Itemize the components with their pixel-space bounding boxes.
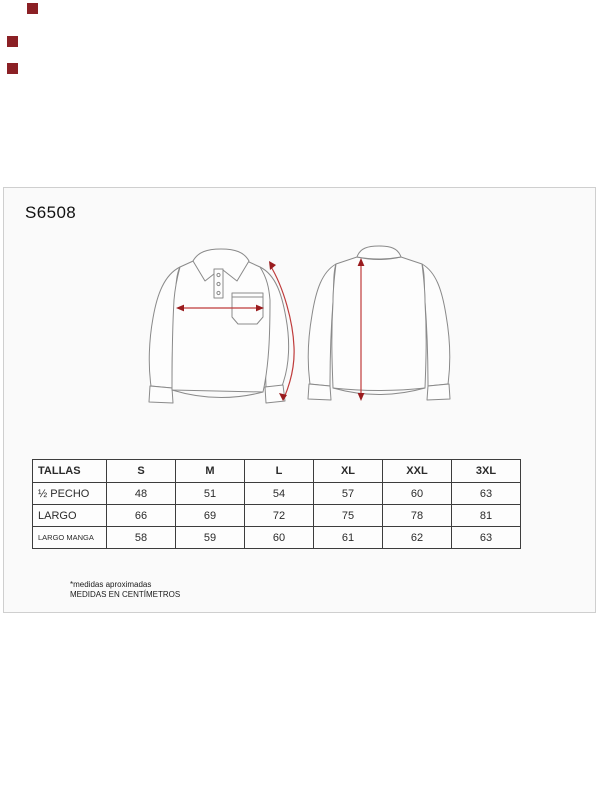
measurements-footnote: *medidas aproximadas MEDIDAS EN CENTÍMET… xyxy=(70,580,180,600)
size-value: 63 xyxy=(451,482,521,505)
size-value: 61 xyxy=(313,526,383,549)
header-size-xxl: XXL xyxy=(382,459,452,483)
product-code-title: S6508 xyxy=(25,203,77,222)
corner-marker-square xyxy=(27,3,38,14)
header-size-l: L xyxy=(244,459,314,483)
size-value: 66 xyxy=(106,504,176,527)
cuff xyxy=(426,383,451,401)
collar xyxy=(192,248,250,282)
button xyxy=(216,290,221,296)
table-row-length: LARGO 66 69 72 75 78 81 xyxy=(32,504,521,527)
cuff xyxy=(307,383,332,401)
size-value: 78 xyxy=(382,504,452,527)
size-value: 81 xyxy=(451,504,521,527)
corner-marker-square xyxy=(7,36,18,47)
size-value: 51 xyxy=(175,482,245,505)
footnote-line-units: MEDIDAS EN CENTÍMETROS xyxy=(70,590,181,599)
size-value: 54 xyxy=(244,482,314,505)
corner-marker-square xyxy=(7,63,18,74)
button xyxy=(216,281,221,287)
header-tallas: TALLAS xyxy=(32,459,107,483)
measurement-arrows xyxy=(176,258,365,401)
table-row-sleeve-length: LARGO MANGA 58 59 60 61 62 63 xyxy=(32,526,521,549)
sleeve-length-arrow xyxy=(269,264,295,399)
header-size-xl: XL xyxy=(313,459,383,483)
size-value: 60 xyxy=(382,482,452,505)
cuff xyxy=(148,385,174,404)
size-value: 62 xyxy=(382,526,452,549)
header-size-s: S xyxy=(106,459,176,483)
size-value: 48 xyxy=(106,482,176,505)
arrowheads xyxy=(176,258,365,401)
back-view-drawing xyxy=(307,245,451,401)
size-value: 75 xyxy=(313,504,383,527)
size-value: 69 xyxy=(175,504,245,527)
size-value: 63 xyxy=(451,526,521,549)
size-value: 58 xyxy=(106,526,176,549)
row-label: LARGO xyxy=(32,504,107,527)
garment-technical-drawing xyxy=(148,245,451,404)
front-view-drawing xyxy=(148,248,290,404)
size-table: TALLAS S M L XL XXL 3XL ½ PECHO 48 51 54… xyxy=(32,459,521,549)
size-value: 57 xyxy=(313,482,383,505)
button xyxy=(216,272,221,278)
row-label: ½ PECHO xyxy=(32,482,107,505)
table-row-half-chest: ½ PECHO 48 51 54 57 60 63 xyxy=(32,482,521,505)
collar xyxy=(356,245,402,260)
size-value: 72 xyxy=(244,504,314,527)
header-size-3xl: 3XL xyxy=(451,459,521,483)
header-size-m: M xyxy=(175,459,245,483)
footnote-line-approx: *medidas aproximadas xyxy=(70,580,152,589)
row-label: LARGO MANGA xyxy=(32,526,107,549)
cuff xyxy=(264,384,286,404)
size-table-header-row: TALLAS S M L XL XXL 3XL xyxy=(32,459,521,483)
size-value: 59 xyxy=(175,526,245,549)
size-value: 60 xyxy=(244,526,314,549)
